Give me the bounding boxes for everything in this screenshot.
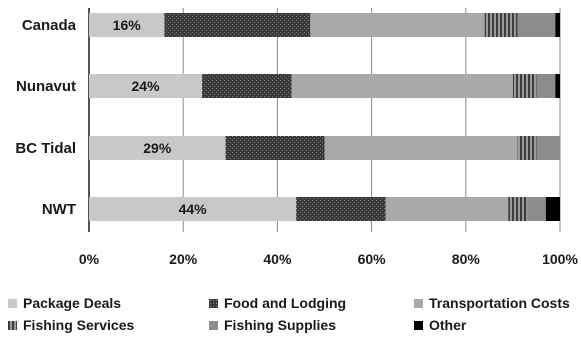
bar-segment-food-and-lodging xyxy=(296,197,386,221)
legend: Package Deals Food and Lodging Transport… xyxy=(8,292,580,336)
bar-segment-fishing-services xyxy=(508,197,528,221)
bars xyxy=(89,13,560,221)
category-label: Nunavut xyxy=(16,78,76,95)
x-tick-label: 60% xyxy=(358,251,387,267)
x-tick-label: 80% xyxy=(452,251,481,267)
bar-segment-package-deals xyxy=(89,136,226,160)
legend-label: Fishing Services xyxy=(23,317,135,333)
x-tick-label: 40% xyxy=(263,251,292,267)
stacked-bar-chart: 0% 20% 40% 60% 80% 100% Canada 16% Nunavut 24% BC … xyxy=(15,8,578,267)
category-label: Canada xyxy=(22,17,77,34)
legend-swatch xyxy=(8,298,17,308)
bar-segment-package-deals xyxy=(89,197,297,221)
bar-segment-fishing-supplies xyxy=(527,197,546,221)
legend-label: Fishing Supplies xyxy=(224,317,337,333)
labels: 0% 20% 40% 60% 80% 100% Canada 16% Nunavut 24% BC … xyxy=(15,17,578,267)
bar-segment-transportation-costs xyxy=(310,13,485,37)
legend-swatch xyxy=(414,298,423,308)
legend-label: Package Deals xyxy=(23,295,122,311)
legend-swatch xyxy=(209,298,218,308)
bar-segment-fishing-supplies xyxy=(536,136,560,160)
legend-item-package-deals: Package Deals xyxy=(8,295,209,311)
legend-item-transportation-costs: Transportation Costs xyxy=(414,295,570,311)
legend-label: Transportation Costs xyxy=(429,295,570,311)
category-label: BC Tidal xyxy=(15,140,76,157)
bar-segment-fishing-supplies xyxy=(517,13,556,37)
bar-segment-package-deals xyxy=(89,74,203,98)
legend-row: Fishing Services Fishing Supplies Other xyxy=(8,314,580,336)
bar-segment-package-deals xyxy=(89,13,165,37)
bar-segment-food-and-lodging xyxy=(202,74,292,98)
legend-row: Package Deals Food and Lodging Transport… xyxy=(8,292,580,314)
legend-item-fishing-services: Fishing Services xyxy=(8,317,209,333)
data-label: 44% xyxy=(179,201,208,217)
legend-swatch xyxy=(8,320,17,330)
x-tick-label: 100% xyxy=(542,251,578,267)
bar-segment-food-and-lodging xyxy=(164,13,311,37)
bar-segment-other xyxy=(555,13,560,37)
legend-item-other: Other xyxy=(414,317,466,333)
bar-segment-other xyxy=(555,74,560,98)
data-label: 29% xyxy=(143,140,172,156)
legend-label: Other xyxy=(429,317,467,333)
bar-segment-other xyxy=(545,197,560,221)
bar-segment-fishing-supplies xyxy=(536,74,556,98)
data-label: 24% xyxy=(132,78,161,94)
data-label: 16% xyxy=(113,17,142,33)
bar-segment-food-and-lodging xyxy=(225,136,325,160)
bar-segment-transportation-costs xyxy=(385,197,509,221)
bar-segment-fishing-services xyxy=(484,13,518,37)
legend-item-food-and-lodging: Food and Lodging xyxy=(209,295,414,311)
legend-label: Food and Lodging xyxy=(224,295,347,311)
bar-segment-fishing-services xyxy=(512,74,537,98)
legend-swatch xyxy=(414,320,423,330)
bar-segment-fishing-services xyxy=(517,136,537,160)
legend-item-fishing-supplies: Fishing Supplies xyxy=(209,317,414,333)
legend-swatch xyxy=(209,320,218,330)
bar-segment-transportation-costs xyxy=(324,136,518,160)
category-label: NWT xyxy=(42,201,76,218)
x-tick-label: 20% xyxy=(169,251,198,267)
x-tick-label: 0% xyxy=(79,251,100,267)
bar-segment-transportation-costs xyxy=(291,74,513,98)
grid-lines xyxy=(88,8,561,232)
